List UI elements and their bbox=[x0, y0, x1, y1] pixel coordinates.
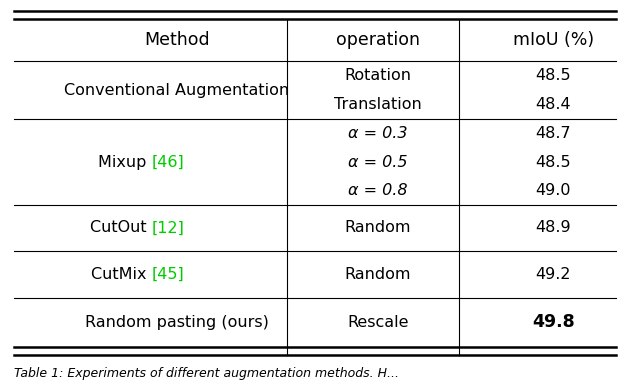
Text: Method: Method bbox=[144, 31, 210, 49]
Text: [46]: [46] bbox=[152, 154, 185, 170]
Text: Translation: Translation bbox=[334, 98, 421, 112]
Text: Rescale: Rescale bbox=[347, 315, 408, 330]
Text: 48.5: 48.5 bbox=[536, 68, 571, 83]
Text: 49.2: 49.2 bbox=[536, 267, 571, 282]
Text: α = 0.5: α = 0.5 bbox=[348, 154, 408, 170]
Text: Rotation: Rotation bbox=[344, 68, 411, 83]
Text: 48.9: 48.9 bbox=[536, 220, 571, 236]
Text: operation: operation bbox=[336, 31, 420, 49]
Text: mIoU (%): mIoU (%) bbox=[513, 31, 594, 49]
Text: Conventional Augmentation: Conventional Augmentation bbox=[64, 83, 290, 98]
Text: 48.4: 48.4 bbox=[536, 98, 571, 112]
Text: 48.7: 48.7 bbox=[536, 126, 571, 141]
Text: α = 0.8: α = 0.8 bbox=[348, 183, 408, 198]
Text: Random: Random bbox=[345, 267, 411, 282]
Text: Mixup: Mixup bbox=[98, 154, 152, 170]
Text: 49.0: 49.0 bbox=[536, 183, 571, 198]
Text: Table 1: Experiments of different augmentation methods. H...: Table 1: Experiments of different augmen… bbox=[14, 367, 399, 379]
Text: 48.5: 48.5 bbox=[536, 154, 571, 170]
Text: Random pasting (ours): Random pasting (ours) bbox=[85, 315, 269, 330]
Text: [45]: [45] bbox=[152, 267, 185, 282]
Text: 49.8: 49.8 bbox=[532, 313, 575, 331]
Text: CutMix: CutMix bbox=[91, 267, 152, 282]
Text: Random: Random bbox=[345, 220, 411, 236]
Text: [12]: [12] bbox=[152, 220, 185, 236]
Text: α = 0.3: α = 0.3 bbox=[348, 126, 408, 141]
Text: CutOut: CutOut bbox=[90, 220, 152, 236]
